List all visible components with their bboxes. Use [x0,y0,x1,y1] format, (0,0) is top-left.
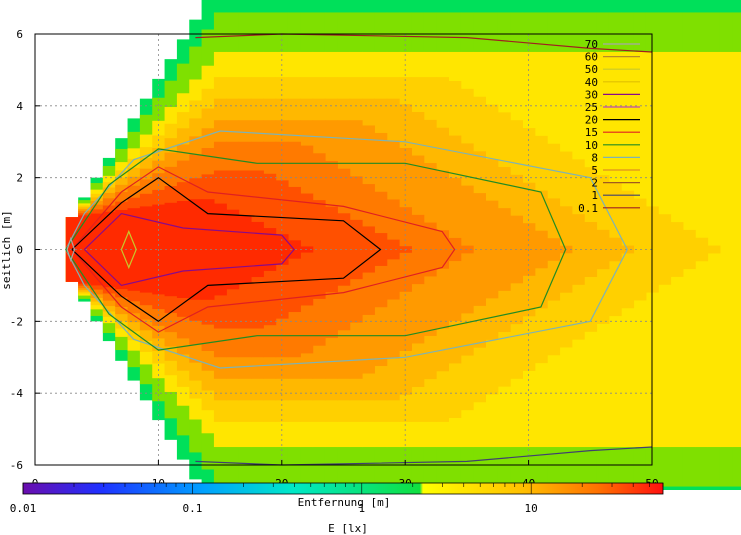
legend-label: 10 [585,139,598,152]
y-tick-label: 2 [16,172,23,185]
legend-label: 70 [585,38,598,51]
grid-lines [35,34,652,465]
heat-cell [719,51,733,448]
legend-label: 40 [585,76,598,89]
colorbar-ticks: 0.01 0.1 1 10 [10,483,664,515]
x-axis-label: Entfernung [m] [298,496,391,509]
heat-cell [547,238,561,261]
legend-label: 25 [585,101,598,114]
heat-cell [386,239,400,260]
heat-cell [201,199,215,300]
heat-cell [596,229,610,270]
heat-cell [460,245,474,254]
y-tick-label: 4 [16,100,23,113]
heat-cell [670,222,684,277]
contour-line-0.1 [195,33,653,53]
legend-label: 20 [585,114,598,127]
contour-line-15 [71,166,456,333]
heat-cell [102,211,116,288]
legend-label: 1 [591,189,598,202]
legend-label: 5 [591,164,598,177]
heat-cell [473,193,487,306]
y-axis-ticks: -6 -4 -2 0 2 4 6 [10,28,40,472]
y-axis-label: seitlich [m] [0,210,13,289]
legend-label: 2 [591,177,598,190]
heatmap-field [65,0,741,490]
legend-label: 60 [585,51,598,64]
heat-cell [411,214,425,285]
colorbar-tick-label: 10 [525,502,538,515]
contour-line-20 [71,176,382,323]
heat-cell [176,201,190,298]
heat-cell [362,226,375,273]
heat-cell [658,214,672,285]
contour-line-8 [65,130,628,369]
legend-label: 30 [585,88,598,101]
colorbar-tick-label: 0.01 [10,502,37,515]
contour-line-30 [83,212,295,287]
contour-line-1 [195,446,653,466]
y-tick-label: -2 [10,315,23,328]
heat-cell [497,208,511,291]
heat-cell [571,214,585,285]
contour-line-70 [66,236,76,263]
legend-label: 0.1 [578,202,598,215]
y-tick-label: -6 [10,459,23,472]
heat-cell [436,230,449,269]
colorbar-label: E [lx] [328,522,368,535]
contour-lines [65,33,653,466]
y-tick-label: 6 [16,28,23,41]
colorbar-tick-label: 0.1 [182,502,202,515]
heat-cell [263,228,277,271]
colorbar-tick-label: 1 [358,502,365,515]
legend-label: 50 [585,63,598,76]
contour-line-10 [65,148,567,351]
y-tick-label: -4 [10,387,24,400]
contour-line-50 [120,229,137,270]
heat-cell [250,221,264,278]
heat-cell [707,245,721,254]
heat-cell [695,237,709,262]
heat-cell [127,208,141,291]
heat-cell [337,213,351,286]
legend-label: 15 [585,126,598,139]
heat-cell [682,229,696,270]
legend-label: 8 [591,151,598,164]
colorbar [22,482,664,495]
heat-cell [732,51,741,448]
heat-cell [633,198,647,301]
heat-cell [226,209,240,290]
y-tick-label: 0 [16,244,23,257]
heat-cell [312,200,326,299]
